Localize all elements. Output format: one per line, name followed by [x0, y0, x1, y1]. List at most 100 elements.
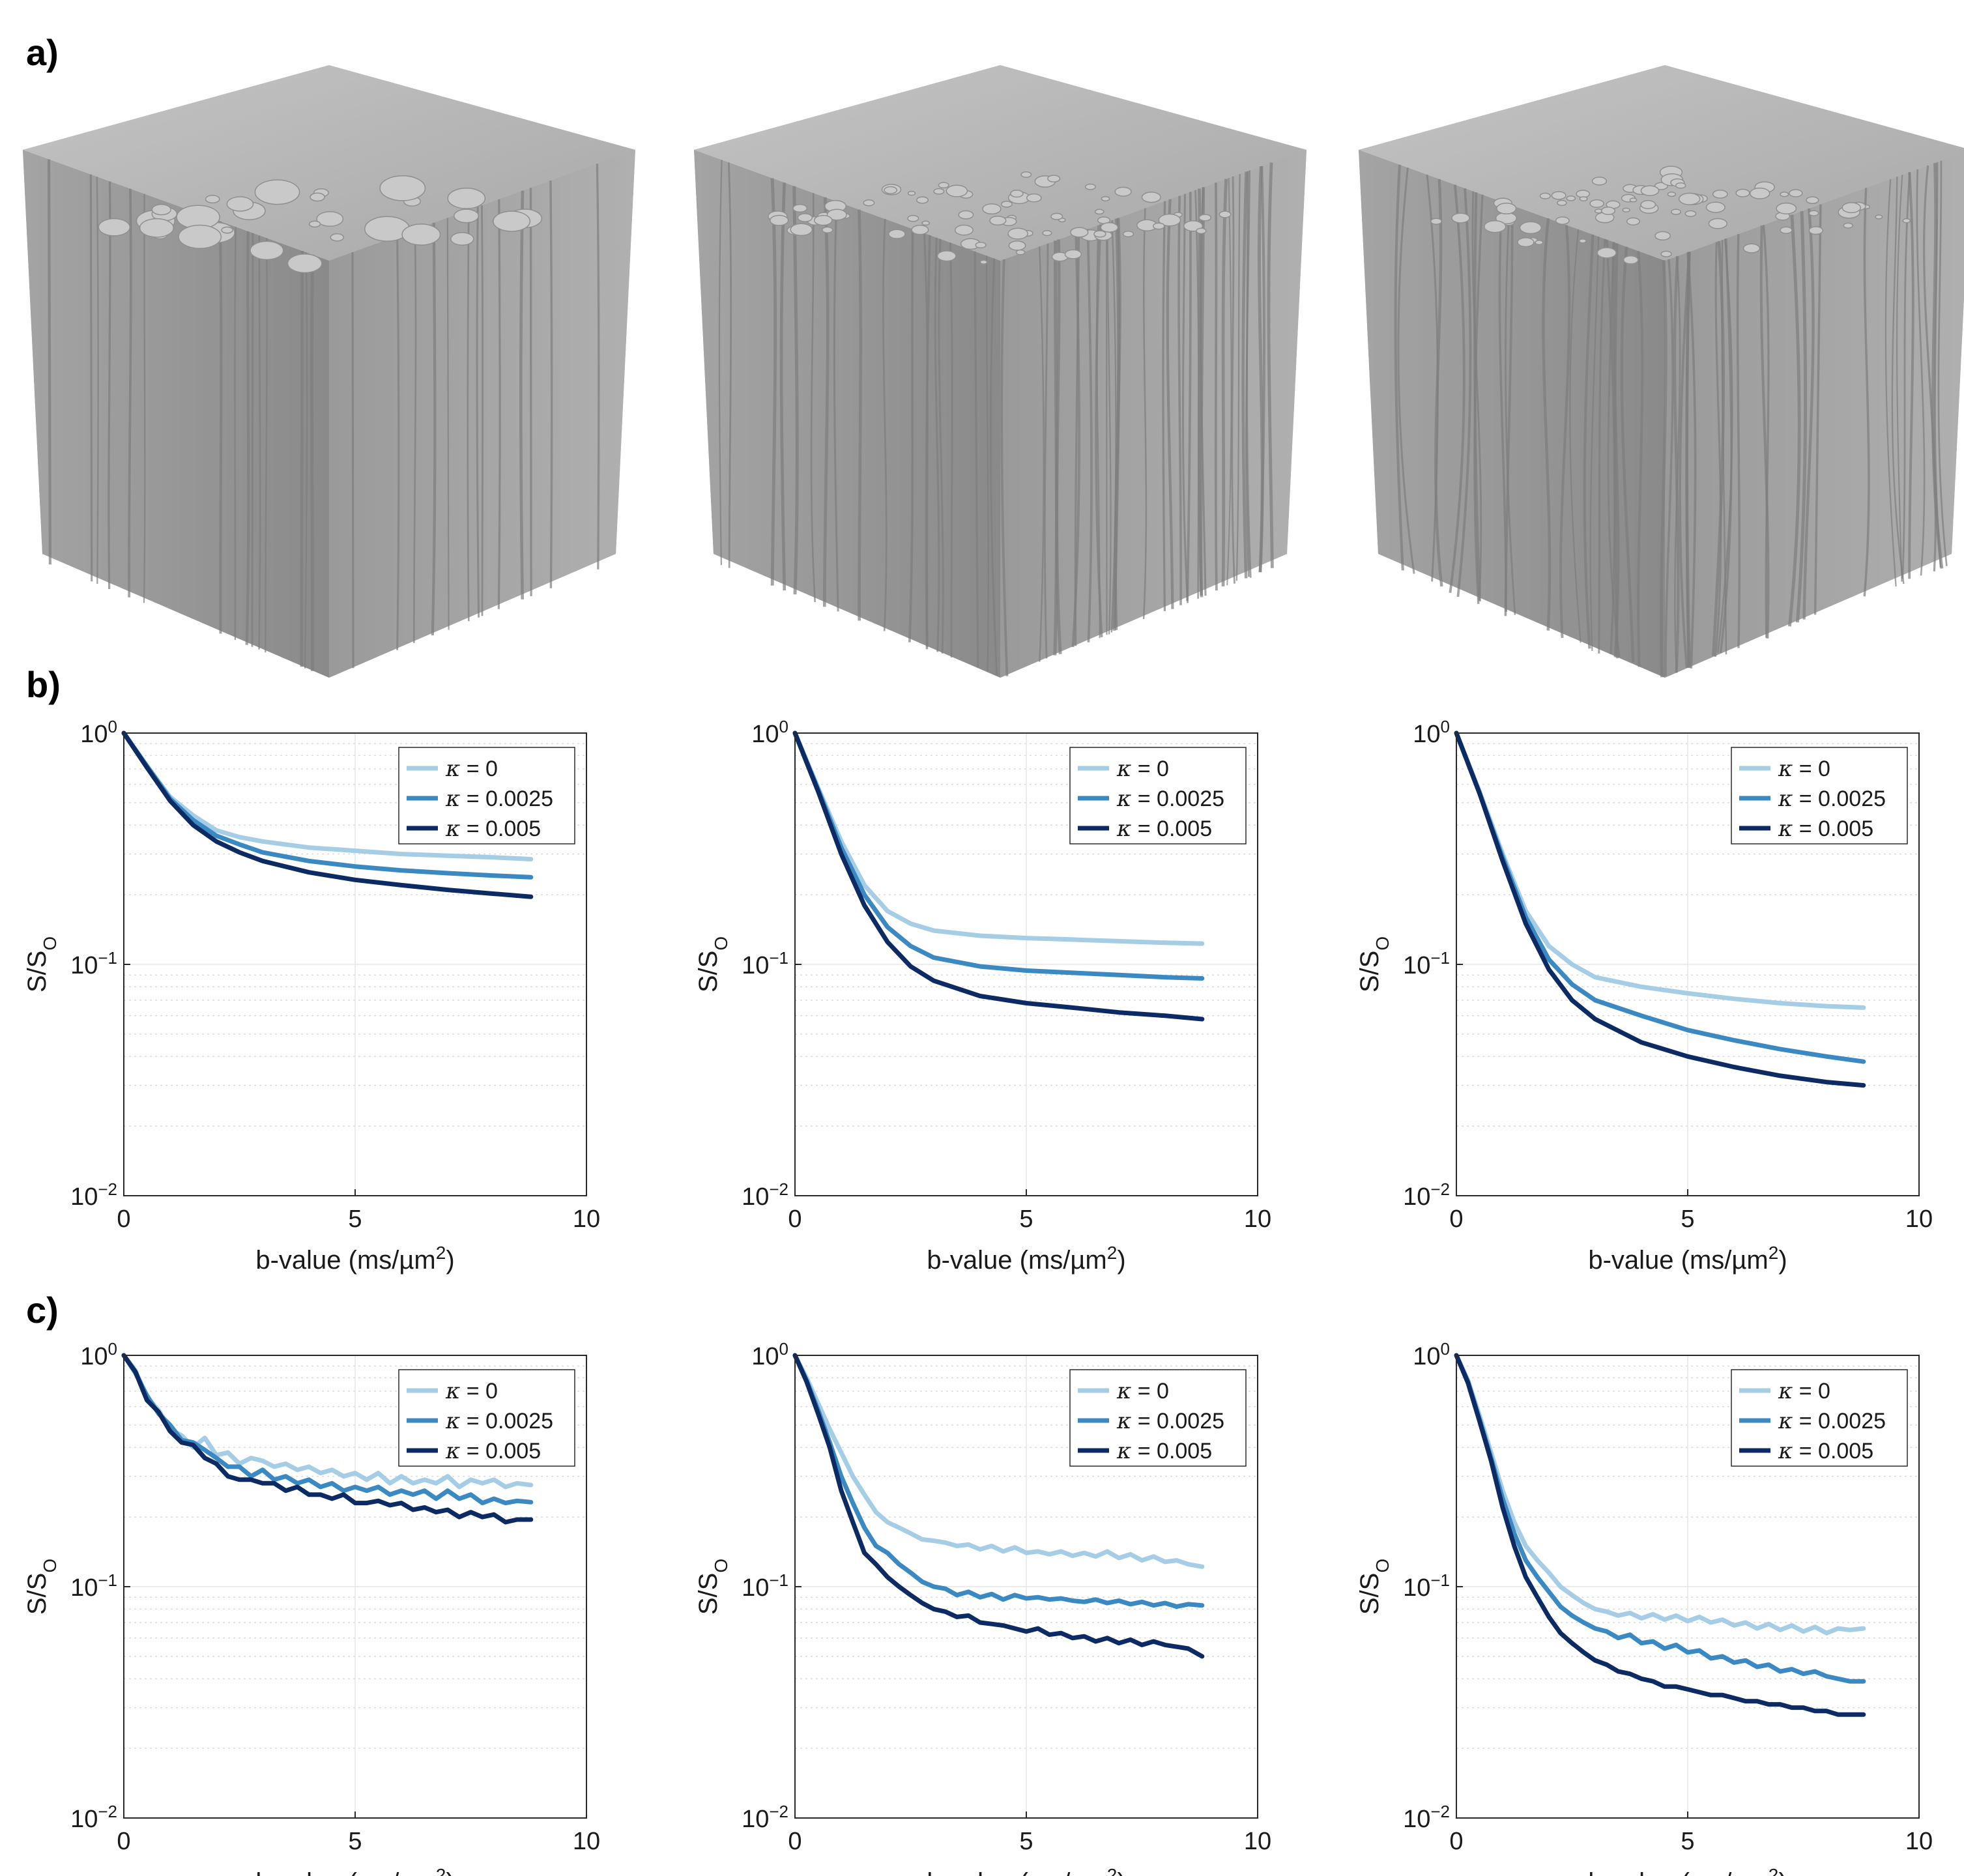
y-tick-label: 10−1 — [70, 1570, 117, 1602]
tissue-fiber-cross-section — [1708, 218, 1727, 229]
x-axis-label: b-value (ms/µm2) — [1588, 1865, 1787, 1876]
tissue-fiber — [1589, 237, 1600, 651]
tissue-fiber-cross-section — [379, 175, 426, 201]
tissue-fiber-cross-section — [911, 224, 929, 235]
tissue-fiber-cross-section — [221, 226, 233, 234]
legend-entry-2: κ = 0.005 — [1778, 1438, 1873, 1464]
tissue-fiber-cross-section — [1594, 209, 1603, 214]
series-line-2 — [792, 730, 1205, 1022]
tissue-fiber-cross-section — [1749, 187, 1770, 199]
chart-b-1: 0 5 10 10−2 10−1 100 b-value (ms/µm2) S/SO κ = 0… — [23, 717, 600, 1275]
tissue-fiber — [1542, 218, 1552, 631]
tissue-fiber — [1896, 175, 1903, 582]
tissue-fiber-cross-section — [790, 223, 813, 237]
tissue-fiber — [1759, 225, 1770, 639]
tissue-fiber — [1434, 179, 1443, 587]
tissue-fiber — [1074, 232, 1080, 646]
tissue-fiber-cross-section — [1780, 192, 1789, 197]
tissue-fiber — [596, 164, 600, 570]
tissue-fiber — [1923, 165, 1937, 571]
tissue-fiber — [1471, 191, 1482, 601]
tissue-fiber-cross-section — [1042, 230, 1052, 237]
tissue-fiber — [1166, 199, 1174, 609]
x-axis-label: b-value (ms/µm2) — [927, 1865, 1125, 1876]
tissue-fiber-cross-section — [1600, 207, 1616, 215]
y-axis-label: S/SO — [694, 1559, 731, 1615]
tissue-fiber-cross-section — [226, 196, 254, 212]
legend-entry-1: κ = 0.0025 — [1778, 786, 1886, 812]
tissue-render-2 — [694, 65, 1307, 678]
y-tick-label: 10−2 — [1403, 1179, 1450, 1211]
tissue-fiber — [1456, 188, 1472, 598]
tissue-fiber — [1787, 214, 1801, 627]
tissue-fiber — [1736, 234, 1741, 648]
tissue-fiber — [304, 252, 308, 669]
series-line-1 — [792, 1353, 1205, 1609]
series-line-0 — [1454, 1353, 1866, 1636]
tissue-fiber — [128, 188, 132, 598]
y-tick-label: 10−1 — [742, 948, 788, 979]
tissue-fiber — [1795, 210, 1808, 623]
y-tick-label: 10−2 — [70, 1802, 117, 1833]
tissue-fiber-cross-section — [493, 210, 531, 232]
tissue-fiber-cross-section — [1020, 171, 1032, 178]
legend: κ = 0 κ = 0.0025 κ = 0.005 — [1731, 1369, 1908, 1467]
tissue-fiber-cross-section — [1519, 221, 1542, 235]
tissue-fiber — [1891, 177, 1905, 584]
tissue-fiber-cross-section — [1050, 212, 1063, 220]
tissue-fiber — [1055, 239, 1062, 654]
tissue-fiber — [446, 218, 450, 630]
tissue-fiber — [1194, 190, 1200, 599]
legend: κ = 0 κ = 0.0025 κ = 0.005 — [1731, 747, 1908, 844]
tissue-fiber-cross-section — [1654, 231, 1671, 241]
tissue-fiber — [1664, 259, 1674, 676]
tissue-fiber — [1214, 182, 1218, 591]
tissue-fiber — [310, 254, 315, 671]
tissue-fiber-cross-section — [1484, 220, 1507, 233]
tissue-fiber-cross-section — [1806, 196, 1819, 205]
tissue-fiber — [1246, 171, 1252, 578]
legend-entry-1: κ = 0.0025 — [1116, 1408, 1224, 1434]
tissue-fiber — [476, 207, 480, 618]
tissue-fiber — [1267, 162, 1274, 568]
tissue-fiber-cross-section — [936, 250, 957, 262]
tissue-fiber — [1106, 222, 1108, 635]
y-tick-label: 10−1 — [1403, 948, 1450, 979]
tissue-fiber-cross-section — [330, 233, 345, 242]
y-tick-label: 10−1 — [70, 948, 117, 979]
tissue-fiber-cross-section — [1101, 195, 1110, 202]
tissue-fiber — [1673, 255, 1680, 673]
tissue-fiber-cross-section — [1591, 177, 1608, 186]
tissue-fiber — [1719, 238, 1733, 654]
tissue-fiber — [1598, 238, 1606, 654]
y-tick-label: 100 — [751, 1339, 788, 1370]
tissue-fiber-cross-section — [1780, 226, 1793, 235]
x-tick-label: 5 — [1019, 1205, 1033, 1233]
series-line-2 — [1454, 1353, 1866, 1717]
x-tick-label: 10 — [1905, 1205, 1933, 1233]
tissue-fiber — [1686, 252, 1697, 669]
tissue-fiber — [1177, 195, 1182, 605]
tissue-fiber-cross-section — [1678, 192, 1701, 205]
tissue-fiber — [1000, 259, 1009, 676]
tissue-fiber-cross-section — [1539, 192, 1551, 199]
tissue-fiber-cross-section — [1026, 193, 1042, 203]
x-tick-label: 0 — [1449, 1205, 1463, 1233]
tissue-renders — [23, 65, 1964, 678]
tissue-fiber — [467, 210, 470, 622]
tissue-fiber-cross-section — [958, 210, 974, 220]
y-axis-label: S/SO — [23, 1559, 60, 1615]
tissue-fiber-cross-section — [1578, 238, 1587, 244]
tissue-fiber-cross-section — [1626, 217, 1640, 225]
panel-label-a: a) — [26, 32, 59, 73]
tissue-fiber-cross-section — [1640, 185, 1660, 196]
legend-entry-1: κ = 0.0025 — [445, 1408, 553, 1434]
chart-b-2: 0 5 10 10−2 10−1 100 b-value (ms/µm2) S/SO κ = 0… — [694, 717, 1271, 1275]
legend-entry-1: κ = 0.0025 — [1778, 1408, 1886, 1434]
tissue-fiber — [1394, 164, 1404, 571]
series-line-0 — [792, 1353, 1205, 1569]
tissue-fiber — [1181, 194, 1189, 603]
tissue-fiber-cross-section — [1000, 201, 1013, 208]
tissue-fiber — [1583, 234, 1595, 649]
tissue-fiber — [245, 231, 250, 645]
